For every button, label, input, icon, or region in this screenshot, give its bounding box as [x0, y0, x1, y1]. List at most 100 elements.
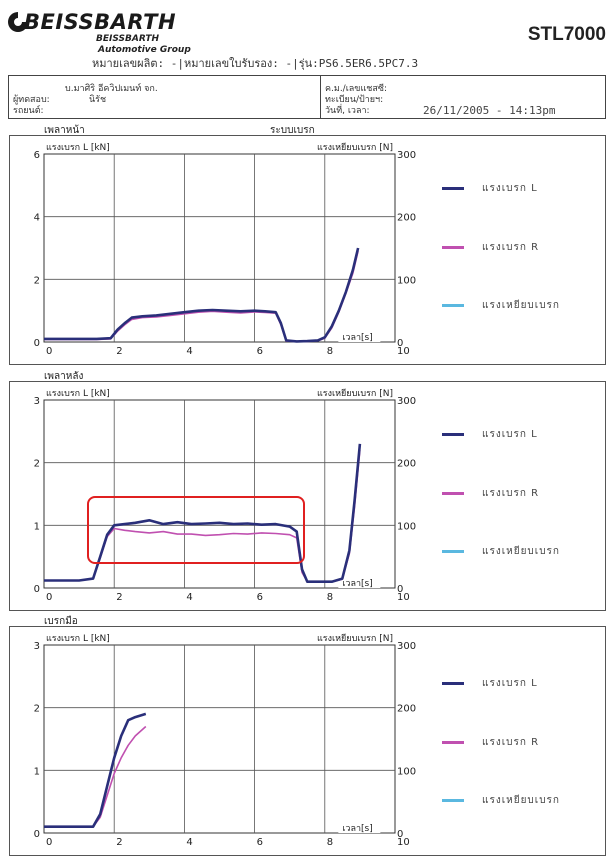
x-tick-label: 2 [116, 837, 122, 848]
legend-swatch-pedal [442, 799, 464, 802]
y2-tick-label: 300 [397, 641, 416, 652]
x-tick-label: 4 [186, 592, 192, 603]
legend-swatch-left [442, 682, 464, 685]
chart-panel-rear: 0 2 4 6 8 10 0 1 2 3 0 100 200 300 แรงเบรก L [kN] แรงเห… [9, 381, 606, 611]
brand-sub-1: BEISSBARTH [96, 34, 160, 44]
tester-value: นิรัช [89, 95, 107, 105]
y-tick-label: 0 [34, 829, 40, 840]
y-axis-label: แรงเบรก L [kN] [46, 389, 110, 399]
y-axis-label: แรงเบรก L [kN] [46, 143, 110, 153]
tester-label: ผู้ทดสอบ: [13, 95, 50, 105]
datetime-value: 26/11/2005 - 14:13pm [423, 104, 556, 117]
y-tick-label: 2 [34, 275, 40, 286]
series-line-left [44, 712, 147, 828]
x-tick-label: 8 [327, 837, 333, 848]
x-axis-label-bg [338, 330, 381, 342]
x-tick-label: 4 [186, 346, 192, 357]
car-label: รถยนต์: [13, 106, 44, 116]
y-tick-label: 1 [34, 766, 40, 777]
chart-panel-handbrake: 0 2 4 6 8 10 0 1 2 3 0 100 200 300 แรงเบรก L [kN] แรงเห… [9, 626, 606, 856]
x-tick-label: 2 [116, 592, 122, 603]
legend-item-pedal: แรงเหยียบเบรก [442, 794, 612, 806]
series-line-left [44, 443, 362, 583]
info-box: บ.มาศิริ อีควิปเมนท์ จก. ผู้ทดสอบ: นิรัช… [8, 75, 606, 119]
beissbarth-logo: BEISSBARTH BEISSBARTH Automotive Group [6, 8, 206, 55]
legend-item-right: แรงเบรก R [442, 736, 612, 748]
x-tick-label: 4 [186, 837, 192, 848]
legend-item-pedal: แรงเหยียบเบรก [442, 545, 612, 557]
y-axis-label: แรงเบรก L [kN] [46, 634, 110, 644]
highlight-annotation-box [87, 496, 305, 564]
legend-item-left: แรงเบรก L [442, 428, 612, 440]
y-tick-label: 0 [34, 584, 40, 595]
chart-panel-front: 0 2 4 6 8 10 0 2 4 6 0 100 200 300 แรงเบรก L [kN] แรงเห… [9, 135, 606, 365]
x-tick-label: 0 [46, 837, 52, 848]
model-number: STL7000 [527, 24, 606, 45]
legend-label-pedal: แรงเหยียบเบรก [482, 300, 560, 311]
y2-axis-label: แรงเหยียบเบรก [N] [317, 633, 393, 644]
datetime-label: วันที่, เวลา: [325, 106, 370, 116]
x-tick-label: 0 [46, 592, 52, 603]
y-tick-label: 0 [34, 338, 40, 349]
y2-tick-label: 0 [397, 829, 403, 840]
x-axis-label: เวลา[s] [342, 579, 372, 589]
brand-name: BEISSBARTH [24, 10, 177, 34]
x-tick-label: 6 [257, 592, 263, 603]
y2-tick-label: 0 [397, 338, 403, 349]
x-tick-label: 2 [116, 346, 122, 357]
series-line-left [44, 247, 360, 343]
x-tick-label: 8 [327, 346, 333, 357]
y-tick-label: 3 [34, 641, 40, 652]
legend-label-left: แรงเบรก L [482, 429, 538, 440]
legend-label-pedal: แรงเหยียบเบรก [482, 795, 560, 806]
legend-swatch-right [442, 492, 464, 495]
reg-label: ค.ม./เลขแชสซี: [325, 84, 387, 94]
legend-swatch-pedal [442, 550, 464, 553]
y-tick-label: 2 [34, 459, 40, 470]
section-title-front: เพลาหน้า [44, 125, 85, 136]
series-line-right [44, 250, 359, 343]
section-title-handbrake: เบรกมือ [44, 616, 78, 627]
legend-swatch-right [442, 246, 464, 249]
x-tick-label: 6 [257, 837, 263, 848]
ids-line: หมายเลขผลิต: -|หมายเลขใบรับรอง: -|รุ่น:P… [92, 57, 419, 70]
plate-label: ทะเบียน/ป้ายฯ: [325, 95, 384, 105]
logo-swirl-icon [8, 12, 28, 32]
x-axis-label: เวลา[s] [342, 824, 372, 834]
x-tick-label: 10 [397, 346, 410, 357]
x-tick-label: 10 [397, 837, 410, 848]
y2-tick-label: 200 [397, 459, 416, 470]
legend-label-left: แรงเบรก L [482, 183, 538, 194]
plot-frame [43, 399, 396, 589]
y2-tick-label: 300 [397, 150, 416, 161]
legend-swatch-right [442, 741, 464, 744]
brand-sub-2: Automotive Group [98, 45, 191, 55]
y-tick-label: 6 [34, 150, 40, 161]
y2-tick-label: 0 [397, 584, 403, 595]
y-tick-label: 1 [34, 521, 40, 532]
legend-item-left: แรงเบรก L [442, 677, 612, 689]
x-tick-label: 8 [327, 592, 333, 603]
y2-tick-label: 100 [397, 521, 416, 532]
legend-swatch-left [442, 187, 464, 190]
plot-frame [43, 153, 396, 343]
legend-label-right: แรงเบรก R [482, 737, 540, 748]
x-axis-label: เวลา[s] [342, 333, 372, 343]
legend-item-right: แรงเบรก R [442, 487, 612, 499]
y2-tick-label: 200 [397, 704, 416, 715]
series-line-right [44, 725, 147, 828]
plot-frame [43, 644, 396, 834]
y2-tick-label: 200 [397, 213, 416, 224]
y2-tick-label: 300 [397, 396, 416, 407]
info-divider [320, 76, 321, 118]
y2-axis-label: แรงเหยียบเบรก [N] [317, 388, 393, 399]
legend-item-right: แรงเบรก R [442, 241, 612, 253]
legend-label-right: แรงเบรก R [482, 242, 540, 253]
x-axis-label-bg [338, 576, 381, 588]
y-tick-label: 3 [34, 396, 40, 407]
legend-swatch-pedal [442, 304, 464, 307]
y2-axis-label: แรงเหยียบเบรก [N] [317, 142, 393, 153]
y-tick-label: 2 [34, 704, 40, 715]
